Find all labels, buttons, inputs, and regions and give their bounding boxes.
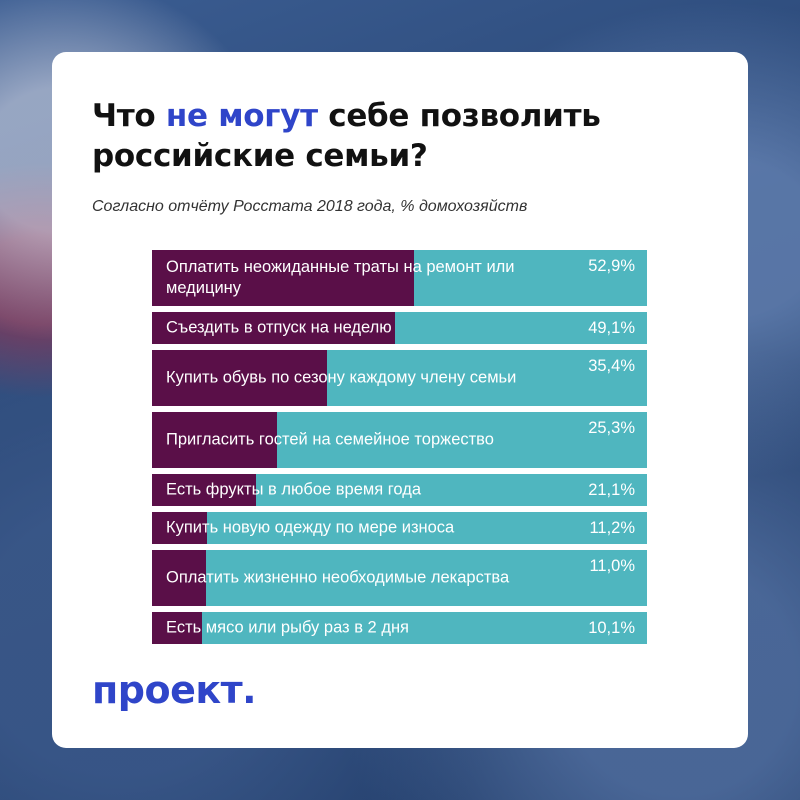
bar-fill <box>152 550 207 606</box>
bar-row: Купить обувь по сезону каждому члену сем… <box>152 350 647 406</box>
page-title: Что не могут себе позволить российские с… <box>92 96 732 176</box>
bar-value-label: 10,1% <box>588 619 635 637</box>
bar-row: Съездить в отпуск на неделю 49,1% <box>152 312 647 344</box>
proekt-logo: проект. <box>92 668 257 712</box>
bar-value-label: 52,9% <box>588 257 635 275</box>
title-highlight: не могут <box>165 98 318 134</box>
title-part2: себе позволить российские семьи? <box>92 98 601 174</box>
bar-row: Оплатить жизненно необходимые лекарства 1… <box>152 550 647 606</box>
bar-row: Пригласить гостей на семейное торжество 2… <box>152 412 647 468</box>
title-part1: Что <box>92 98 166 134</box>
subtitle: Согласно отчёту Росстата 2018 года, % до… <box>92 198 528 215</box>
bar-label: Пригласить гостей на семейное торжество <box>166 430 494 449</box>
bar-row: Есть фрукты в любое время года 21,1% <box>152 474 647 506</box>
bar-fill <box>152 250 414 306</box>
bar-label: Купить обувь по сезону каждому члену сем… <box>166 368 517 387</box>
bar-row: Оплатить неожиданные траты на ремонт или… <box>152 250 647 306</box>
bar-value-label: 21,1% <box>588 481 635 499</box>
infographic-card: Что не могут себе позволить российские с… <box>52 52 748 748</box>
bar-label: Оплатить жизненно необходимые лекарства <box>166 568 510 587</box>
bar-fill <box>152 350 328 406</box>
bar-label: Оплатить неожиданные траты на ремонт или… <box>166 258 515 297</box>
bar-fill <box>152 474 257 506</box>
bar-row: Купить новую одежду по мере износа 11,2% <box>152 512 647 544</box>
bar-fill <box>152 612 202 644</box>
bar-value-label: 35,4% <box>588 357 635 375</box>
bar-value-label: 49,1% <box>588 319 635 337</box>
bar-value-label: 25,3% <box>588 419 635 437</box>
bar-label: Съездить в отпуск на неделю <box>166 318 392 337</box>
bar-fill <box>152 412 278 468</box>
bar-label: Есть фрукты в любое время года <box>166 480 422 499</box>
bar-fill <box>152 312 396 344</box>
bar-row: Есть мясо или рыбу раз в 2 дня 10,1% <box>152 612 647 644</box>
bar-label: Купить новую одежду по мере износа <box>166 518 455 537</box>
bar-value-label: 11,2% <box>589 519 635 537</box>
bar-value-label: 11,0% <box>589 557 635 575</box>
bar-fill <box>152 512 208 544</box>
bar-label: Есть мясо или рыбу раз в 2 дня <box>166 618 409 637</box>
